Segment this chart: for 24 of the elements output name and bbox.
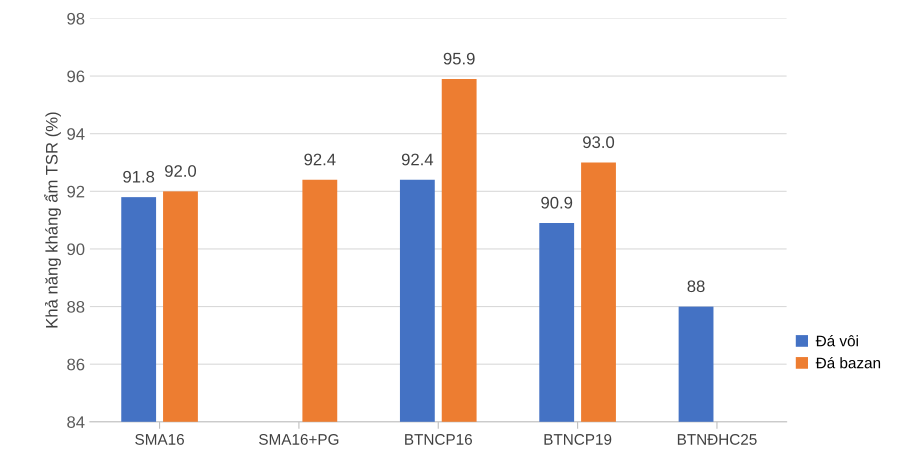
data-label: 92.4 <box>304 154 336 166</box>
data-label: 91.8 <box>123 170 154 183</box>
data-label: 92.0 <box>165 165 196 177</box>
x-tick-label: SMA16 <box>135 434 184 445</box>
x-tick-label: SMA16+PG <box>259 434 338 445</box>
y-axis-title: Khả năng kháng ẩm TSR (%) <box>44 112 61 328</box>
data-label: 93.0 <box>583 136 614 148</box>
data-label: 88 <box>688 280 705 292</box>
y-tick-label: 90 <box>67 243 84 256</box>
legend-label: Đá bazan <box>816 356 880 368</box>
y-tick-label: 92 <box>67 186 84 198</box>
x-tick-label: BTNCP16 <box>405 434 472 445</box>
y-tick-label: 96 <box>67 70 84 82</box>
data-label: 92.4 <box>402 154 434 166</box>
x-tick-label: BTNCP19 <box>544 434 612 445</box>
data-label: 90.9 <box>541 196 572 209</box>
y-tick-label: 84 <box>67 416 85 428</box>
x-tick-label: BTNĐHC25 <box>678 434 757 445</box>
y-tick-label: 86 <box>67 358 84 370</box>
y-tick-label: 94 <box>67 128 85 140</box>
data-label: 95.9 <box>444 52 475 65</box>
legend-label: Đá vôi <box>816 335 858 346</box>
y-tick-label: 98 <box>67 12 84 25</box>
y-tick-label: 88 <box>67 300 84 313</box>
